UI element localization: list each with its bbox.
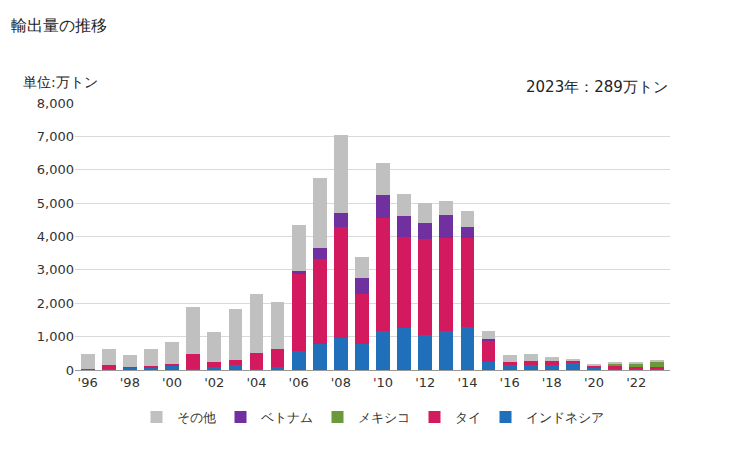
svg-text:4,000: 4,000	[37, 229, 74, 244]
svg-text:'20: '20	[584, 375, 604, 390]
svg-text:'22: '22	[626, 375, 646, 390]
svg-text:'02: '02	[204, 375, 224, 390]
svg-text:'96: '96	[78, 375, 98, 390]
svg-text:メキシコ: メキシコ	[358, 410, 410, 425]
svg-text:タイ: タイ	[455, 410, 481, 425]
svg-text:8,000: 8,000	[37, 96, 74, 111]
svg-text:0: 0	[66, 363, 74, 378]
svg-text:'98: '98	[120, 375, 140, 390]
svg-text:3,000: 3,000	[37, 262, 74, 277]
svg-text:'12: '12	[415, 375, 435, 390]
svg-text:ベトナム: ベトナム	[261, 410, 313, 425]
svg-text:'04: '04	[246, 375, 266, 390]
svg-text:単位:万トン: 単位:万トン	[23, 74, 98, 90]
svg-text:'10: '10	[373, 375, 393, 390]
svg-text:'08: '08	[331, 375, 351, 390]
svg-text:1,000: 1,000	[37, 329, 74, 344]
svg-text:5,000: 5,000	[37, 196, 74, 211]
svg-text:2,000: 2,000	[37, 296, 74, 311]
svg-text:'16: '16	[500, 375, 520, 390]
svg-text:その他: その他	[177, 410, 216, 425]
svg-text:'06: '06	[289, 375, 309, 390]
svg-text:'18: '18	[542, 375, 562, 390]
svg-text:輸出量の推移: 輸出量の推移	[11, 16, 107, 35]
svg-text:7,000: 7,000	[37, 129, 74, 144]
svg-text:2023年：289万トン: 2023年：289万トン	[526, 78, 668, 96]
svg-text:'14: '14	[457, 375, 477, 390]
svg-text:'00: '00	[162, 375, 182, 390]
svg-text:インドネシア: インドネシア	[526, 410, 604, 425]
svg-text:6,000: 6,000	[37, 162, 74, 177]
